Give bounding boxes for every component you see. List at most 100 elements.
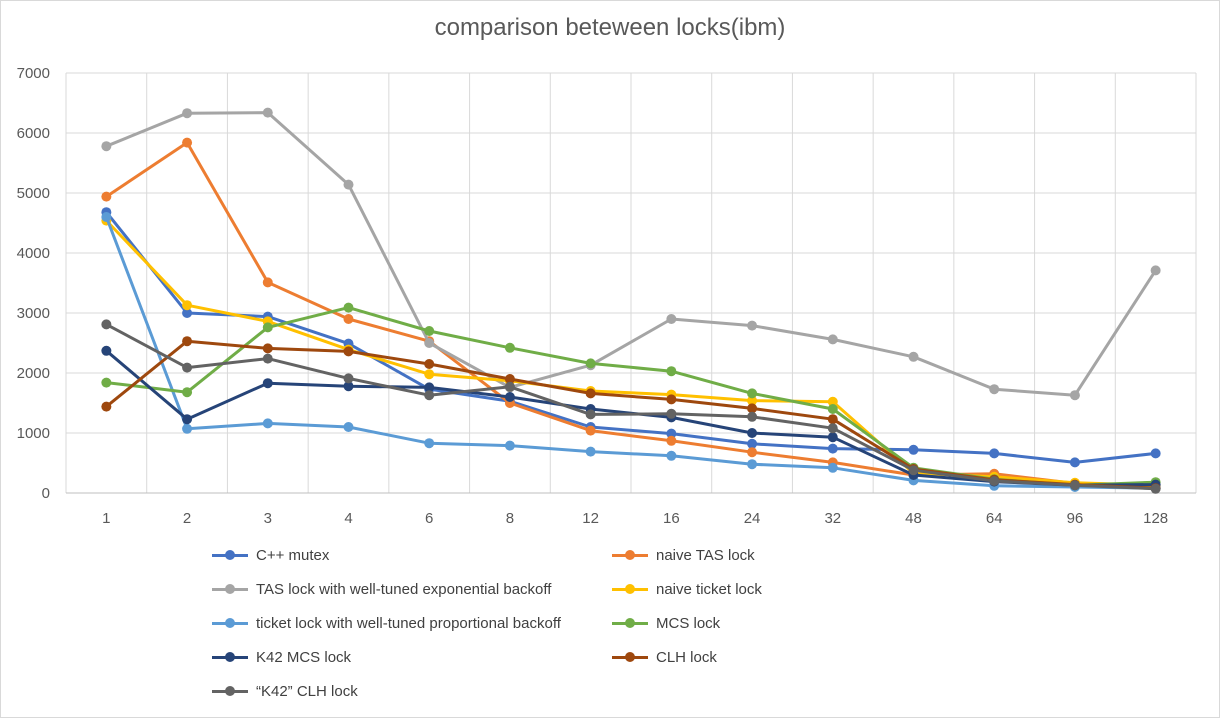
- data-point: [827, 462, 838, 473]
- y-tick-label: 7000: [17, 65, 50, 82]
- data-point: [747, 411, 758, 422]
- data-point: [585, 425, 596, 436]
- legend-swatch: [210, 684, 250, 698]
- data-point: [827, 334, 838, 345]
- legend-swatch: [610, 616, 650, 630]
- x-tick-label: 16: [663, 510, 680, 527]
- data-point: [343, 314, 354, 324]
- data-point: [101, 141, 112, 152]
- x-tick-label: 48: [905, 510, 922, 527]
- x-tick-label: 8: [506, 510, 514, 527]
- data-point: [1150, 265, 1161, 276]
- legend-item: ticket lock with well-tuned proportional…: [210, 610, 610, 636]
- data-point: [908, 351, 919, 362]
- data-point: [182, 414, 193, 425]
- legend-label: CLH lock: [656, 648, 717, 666]
- series-group: [101, 107, 1161, 494]
- data-point: [827, 443, 838, 454]
- legend-marker: [625, 618, 635, 628]
- legend-swatch: [210, 582, 250, 596]
- data-point: [424, 390, 435, 401]
- data-point: [504, 440, 515, 451]
- y-tick-label: 0: [42, 485, 50, 502]
- data-point: [989, 448, 1000, 459]
- data-point: [666, 408, 677, 419]
- data-point: [989, 476, 1000, 486]
- data-point: [504, 392, 515, 402]
- y-tick-label: 6000: [17, 125, 50, 142]
- legend-item: naive TAS lock: [610, 542, 810, 568]
- data-point: [1069, 390, 1080, 401]
- legend-label: MCS lock: [656, 614, 721, 632]
- legend-marker: [625, 584, 635, 594]
- data-point: [182, 387, 193, 398]
- data-point: [262, 378, 273, 389]
- data-point: [827, 414, 838, 425]
- data-point: [908, 444, 919, 455]
- data-point: [504, 381, 515, 392]
- data-point: [343, 381, 354, 392]
- legend-item: TAS lock with well-tuned exponential bac…: [210, 576, 610, 602]
- legend-label: TAS lock with well-tuned exponential bac…: [256, 580, 552, 598]
- data-point: [262, 353, 273, 364]
- y-tick-label: 3000: [17, 305, 50, 322]
- data-point: [424, 359, 435, 369]
- x-tick-label: 2: [183, 510, 191, 527]
- legend-item: CLH lock: [610, 644, 810, 670]
- data-point: [989, 384, 1000, 395]
- legend-swatch: [210, 650, 250, 664]
- series-line: [104, 111, 1158, 397]
- data-point: [343, 346, 354, 357]
- x-tick-label: 96: [1067, 510, 1084, 527]
- x-axis-ticks: 1 2 3 4 6 8 12 16 24 32 48 64 96 128: [102, 510, 1168, 527]
- data-point: [827, 423, 838, 434]
- y-tick-label: 2000: [17, 365, 50, 382]
- series-line: [104, 215, 1158, 490]
- data-point: [585, 358, 596, 369]
- data-point: [827, 432, 838, 443]
- x-tick-label: 24: [744, 510, 761, 527]
- data-point: [262, 322, 273, 333]
- data-point: [666, 366, 677, 377]
- data-point: [747, 388, 758, 399]
- legend-swatch: [210, 616, 250, 630]
- series-line: [104, 210, 1158, 464]
- x-tick-label: 3: [264, 510, 272, 527]
- legend-marker: [225, 686, 235, 696]
- legend-label: “K42” CLH lock: [256, 682, 358, 700]
- series-line: [104, 322, 1158, 491]
- x-tick-label: 6: [425, 510, 433, 527]
- data-point: [343, 422, 354, 432]
- data-point: [424, 338, 435, 348]
- x-tick-label: 4: [344, 510, 352, 527]
- data-point: [182, 137, 193, 148]
- legend-item: MCS lock: [610, 610, 810, 636]
- data-point: [1069, 457, 1080, 468]
- data-point: [747, 459, 758, 470]
- x-tick-label: 64: [986, 510, 1003, 527]
- legend-marker: [625, 550, 635, 560]
- data-point: [1150, 448, 1161, 459]
- data-point: [262, 343, 273, 354]
- data-point: [262, 277, 273, 288]
- data-point: [666, 314, 677, 324]
- legend-marker: [225, 652, 235, 662]
- data-point: [747, 428, 758, 438]
- y-tick-label: 4000: [17, 245, 50, 262]
- data-point: [182, 108, 193, 119]
- legend-swatch: [210, 548, 250, 562]
- legend-marker: [625, 652, 635, 662]
- data-point: [585, 409, 596, 420]
- legend-item: “K42” CLH lock: [210, 678, 610, 704]
- chart-title: comparison beteween locks(ibm): [434, 14, 786, 41]
- data-point: [262, 107, 273, 118]
- data-point: [101, 319, 112, 330]
- legend-label: ticket lock with well-tuned proportional…: [256, 614, 561, 632]
- data-point: [747, 438, 758, 449]
- legend-item: K42 MCS lock: [210, 644, 610, 670]
- legend-marker: [225, 550, 235, 560]
- gridlines: [65, 72, 1197, 494]
- data-point: [424, 438, 435, 449]
- data-point: [747, 395, 758, 406]
- data-point: [1069, 480, 1080, 491]
